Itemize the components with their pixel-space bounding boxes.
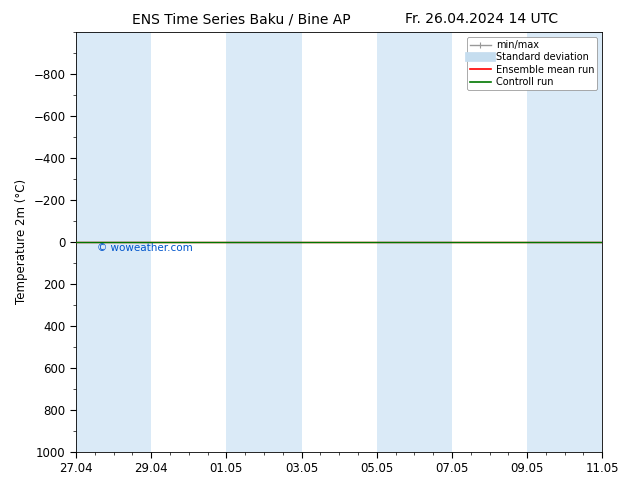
Text: Fr. 26.04.2024 14 UTC: Fr. 26.04.2024 14 UTC xyxy=(405,12,559,26)
Y-axis label: Temperature 2m (°C): Temperature 2m (°C) xyxy=(15,179,28,304)
Legend: min/max, Standard deviation, Ensemble mean run, Controll run: min/max, Standard deviation, Ensemble me… xyxy=(467,37,597,90)
Bar xyxy=(377,32,452,452)
Bar xyxy=(76,32,152,452)
Text: © woweather.com: © woweather.com xyxy=(97,243,193,253)
Text: ENS Time Series Baku / Bine AP: ENS Time Series Baku / Bine AP xyxy=(132,12,350,26)
Bar xyxy=(527,32,602,452)
Bar xyxy=(226,32,302,452)
